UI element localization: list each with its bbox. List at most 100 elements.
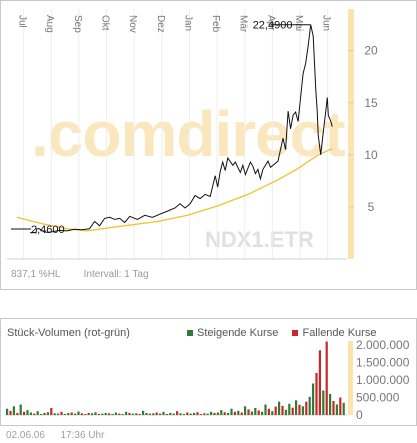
volume-bar <box>91 413 94 416</box>
volume-bar <box>16 412 19 415</box>
volume-bar <box>135 413 138 416</box>
volume-bar <box>104 412 107 415</box>
low-label: 2,4600 <box>31 224 65 236</box>
volume-bar <box>169 412 172 415</box>
volume-chart-panel: Stück-Volumen (rot-grün) Steigende Kurse… <box>0 318 417 426</box>
volume-bar <box>264 404 267 415</box>
month-label: Jun <box>321 15 332 31</box>
volume-bar <box>145 412 148 415</box>
ticker-watermark: NDX1.ETR <box>205 227 314 252</box>
volume-bar <box>121 414 124 415</box>
rising-swatch <box>187 329 193 336</box>
volume-bar <box>332 401 335 415</box>
timestamp-footer: 02.06.06 17:36 Uhr <box>6 430 104 441</box>
volume-bar <box>80 413 83 416</box>
volume-bar <box>182 414 185 415</box>
volume-bar <box>19 404 22 415</box>
volume-bar <box>40 414 43 415</box>
volume-bar <box>26 410 29 415</box>
volume-bar <box>101 413 104 415</box>
volume-bar <box>70 412 73 415</box>
footer-time: 17:36 Uhr <box>60 430 105 441</box>
volume-bar <box>206 413 209 415</box>
price-line <box>30 24 333 234</box>
volume-bar <box>94 412 97 415</box>
volume-bar <box>301 406 304 416</box>
volume-bar <box>165 414 168 415</box>
volume-bar <box>162 411 165 415</box>
volume-bar <box>267 408 270 415</box>
volume-bar <box>315 373 318 415</box>
volume-tick-label: 500.000 <box>356 391 400 405</box>
volume-bar <box>237 410 240 415</box>
change-label: 837,1 %HL <box>11 269 61 280</box>
comdirect-watermark: .comdirect <box>31 98 346 170</box>
volume-bar <box>288 403 291 415</box>
volume-bar <box>77 411 80 415</box>
volume-bar <box>227 412 230 415</box>
volume-tick-label: 2.000.000 <box>356 338 410 352</box>
volume-bar <box>230 408 233 415</box>
volume-bar <box>128 412 131 415</box>
current-period-highlight <box>348 9 354 259</box>
volume-bar <box>159 413 162 415</box>
month-label: Aug <box>44 15 55 33</box>
volume-bar <box>298 404 301 415</box>
high-label: 22,4900 <box>253 20 293 32</box>
volume-bar <box>278 401 281 415</box>
volume-bar <box>305 401 308 415</box>
volume-bar <box>60 411 63 415</box>
volume-bar <box>9 410 12 415</box>
volume-bar <box>63 414 66 415</box>
month-label: Mai <box>293 15 304 31</box>
volume-tick-label: 1.000.000 <box>356 373 410 387</box>
volume-bar <box>57 413 60 415</box>
falling-swatch <box>292 329 299 336</box>
volume-bar <box>67 412 70 415</box>
volume-bar <box>213 412 216 415</box>
volume-bar <box>12 406 15 416</box>
volume-bar <box>284 409 287 416</box>
volume-bar <box>329 394 332 415</box>
price-chart-panel: .comdirect NDX1.ETR Jul Aug Sep Okt Nov Dez Ja… <box>0 0 417 290</box>
volume-bar <box>210 411 213 415</box>
volume-bar <box>261 411 264 415</box>
volume-bar <box>193 412 196 415</box>
volume-bar <box>244 406 247 416</box>
volume-bar <box>50 408 53 415</box>
volume-tick-label: 0 <box>356 408 363 422</box>
y-tick-label: 20 <box>364 44 378 58</box>
volume-bar <box>325 341 328 415</box>
interval-label: Intervall: 1 Tag <box>83 269 149 280</box>
month-label: Jan <box>182 15 193 31</box>
volume-bar <box>131 413 134 415</box>
price-chart: Jul Aug Sep Okt Nov Dez Jan Feb Mär Apr Mai Jun 5 10 1… <box>7 9 378 260</box>
volume-bar <box>46 412 49 415</box>
volume-bar <box>203 413 206 416</box>
volume-bar <box>53 413 56 416</box>
volume-bar <box>125 411 128 415</box>
volume-bar <box>240 412 243 415</box>
legend-falling: Fallende Kurse <box>292 327 376 339</box>
volume-bar <box>29 412 32 415</box>
volume-bar <box>43 412 46 415</box>
y-tick-label: 5 <box>368 200 375 214</box>
volume-bar <box>220 410 223 415</box>
volume-bar <box>295 400 298 415</box>
volume-bar <box>33 413 36 415</box>
volume-bar <box>254 408 257 415</box>
month-label: Dez <box>155 15 166 33</box>
volume-bar <box>322 390 325 415</box>
volume-bar <box>74 413 77 415</box>
volume-bar <box>155 412 158 415</box>
volume-bar <box>23 411 26 415</box>
y-tick-label: 10 <box>364 148 378 162</box>
volume-bar <box>308 396 311 415</box>
volume-bar <box>223 412 226 415</box>
volume-bar <box>339 397 342 415</box>
volume-bar <box>271 411 274 415</box>
month-label: Apr <box>265 15 276 31</box>
volume-bar <box>179 413 182 416</box>
volume-bar <box>148 413 151 415</box>
volume-bar <box>335 404 338 415</box>
